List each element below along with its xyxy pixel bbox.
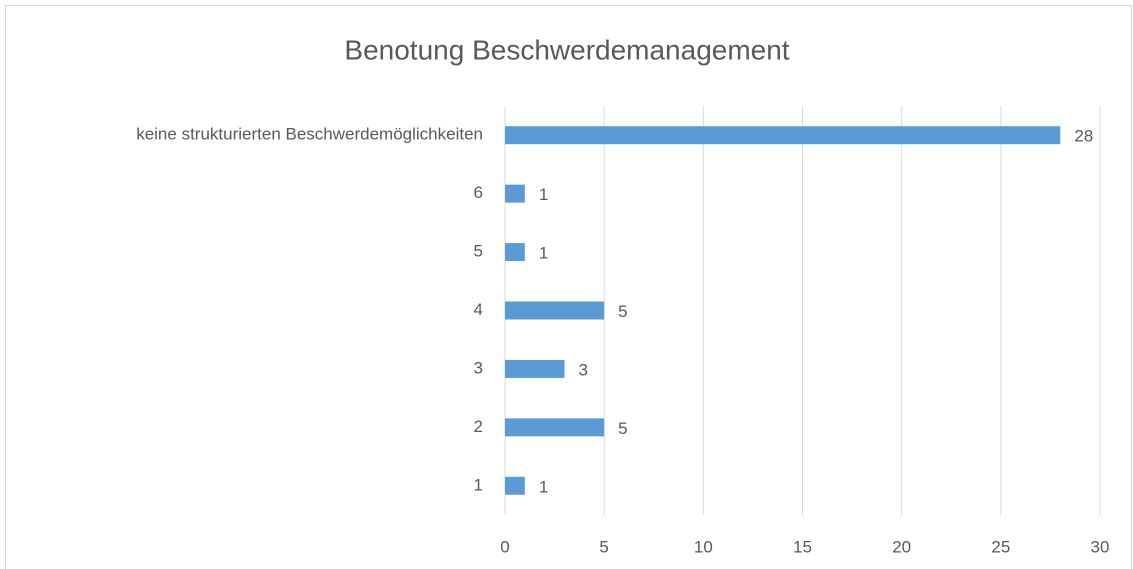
y-tick-label: 4: [474, 300, 483, 319]
data-label: 1: [539, 244, 548, 263]
y-tick-label: 2: [474, 417, 483, 436]
x-tick-label: 30: [1091, 537, 1110, 556]
bar: [505, 359, 565, 378]
x-tick-label: 5: [599, 537, 608, 556]
y-tick-label: 1: [474, 475, 483, 494]
bar: [505, 243, 525, 262]
y-tick-label: 5: [474, 242, 483, 261]
y-tick-label: keine strukturierten Beschwerdemöglichke…: [136, 125, 483, 144]
chart-title: Benotung Beschwerdemanagement: [344, 34, 789, 65]
data-label: 28: [1074, 127, 1093, 146]
data-label: 5: [618, 419, 627, 438]
data-label: 1: [539, 185, 548, 204]
data-label: 5: [618, 302, 627, 321]
x-tick-label: 10: [694, 537, 713, 556]
chart-border: [5, 5, 1132, 569]
bar: [505, 418, 605, 437]
x-tick-label: 25: [991, 537, 1010, 556]
x-tick-label: 15: [793, 537, 812, 556]
bar: [505, 184, 525, 203]
y-tick-label: 6: [474, 183, 483, 202]
bar: [505, 476, 525, 495]
bar: [505, 301, 605, 320]
data-label: 3: [579, 360, 588, 379]
x-tick-label: 20: [892, 537, 911, 556]
data-label: 1: [539, 477, 548, 496]
x-tick-label: 0: [500, 537, 509, 556]
bar: [505, 126, 1061, 145]
y-tick-label: 3: [474, 358, 483, 377]
